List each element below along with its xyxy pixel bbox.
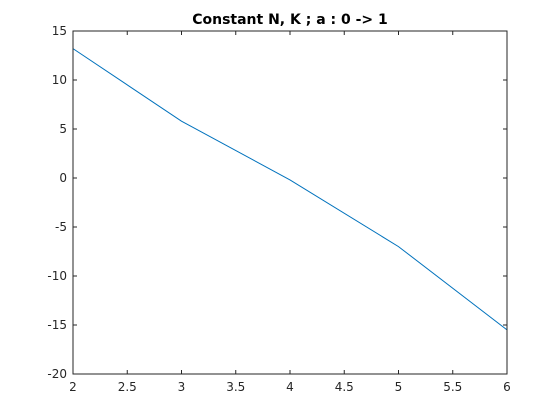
plot-area: [73, 31, 507, 374]
y-tick-label: 0: [59, 171, 67, 185]
series-line: [72, 48, 508, 331]
x-tick-label: 2.5: [118, 380, 137, 394]
y-axis: -20 -15 -10 -5 0 5 10 15: [47, 24, 507, 381]
y-tick-label: -10: [47, 269, 67, 283]
y-tick-label: -5: [55, 220, 67, 234]
y-tick-label: 15: [52, 24, 67, 38]
y-tick-label: 10: [52, 73, 67, 87]
y-tick-label: -15: [47, 318, 67, 332]
x-tick-label: 3.5: [226, 380, 245, 394]
x-tick-label: 4.5: [335, 380, 354, 394]
x-tick-label: 5: [395, 380, 403, 394]
y-tick-label: -20: [47, 367, 67, 381]
x-tick-label: 6: [503, 380, 511, 394]
chart-title: Constant N, K ; a : 0 -> 1: [192, 12, 388, 28]
x-tick-label: 4: [286, 380, 294, 394]
x-axis: 2 2.5 3 3.5 4 4.5 5 5.5 6: [69, 31, 511, 394]
x-tick-label: 5.5: [443, 380, 462, 394]
y-tick-label: 5: [59, 122, 67, 136]
series-layer: [72, 48, 508, 331]
x-tick-label: 2: [69, 380, 77, 394]
plot-frame: [72, 30, 508, 375]
x-tick-label: 3: [178, 380, 186, 394]
